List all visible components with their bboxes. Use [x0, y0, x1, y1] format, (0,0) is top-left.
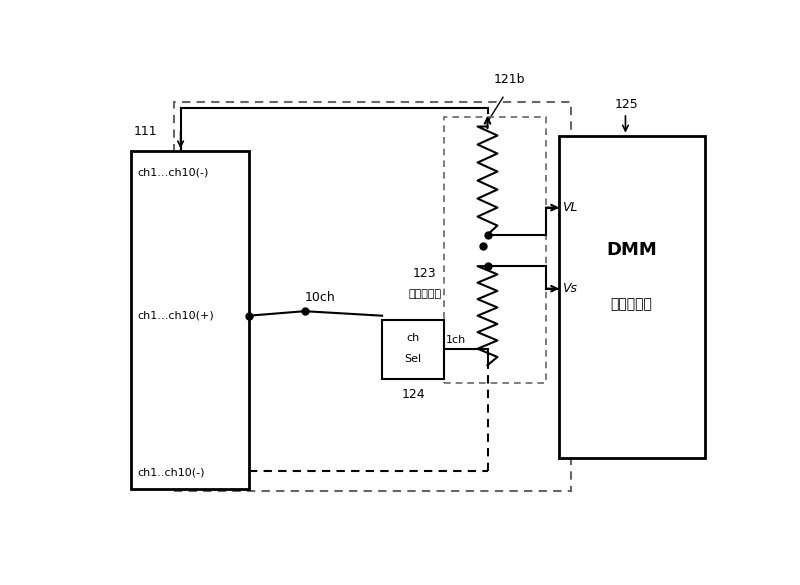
- Bar: [558, 136, 705, 457]
- Text: 121b: 121b: [494, 73, 526, 86]
- Text: DMM: DMM: [606, 242, 657, 259]
- Text: 10ch: 10ch: [305, 291, 335, 304]
- Text: ch1..ch10(-): ch1..ch10(-): [138, 468, 205, 478]
- Bar: [444, 118, 546, 383]
- Bar: [174, 102, 571, 491]
- Text: ch1…ch10(+): ch1…ch10(+): [138, 311, 214, 321]
- Text: ch1…ch10(-): ch1…ch10(-): [138, 167, 209, 177]
- Text: 分流电阻器: 分流电阻器: [408, 288, 442, 299]
- Text: ch: ch: [406, 333, 420, 343]
- Bar: [131, 152, 249, 489]
- Text: 123: 123: [413, 267, 437, 280]
- Text: VL: VL: [562, 201, 578, 214]
- Text: 125: 125: [614, 98, 638, 111]
- Text: 1ch: 1ch: [446, 335, 466, 346]
- Text: Vs: Vs: [562, 282, 577, 295]
- Text: （兼扬伦）: （兼扬伦）: [610, 297, 653, 311]
- Bar: [382, 320, 444, 378]
- Text: 111: 111: [134, 125, 158, 138]
- Text: 124: 124: [402, 388, 425, 401]
- Text: Sel: Sel: [405, 355, 422, 364]
